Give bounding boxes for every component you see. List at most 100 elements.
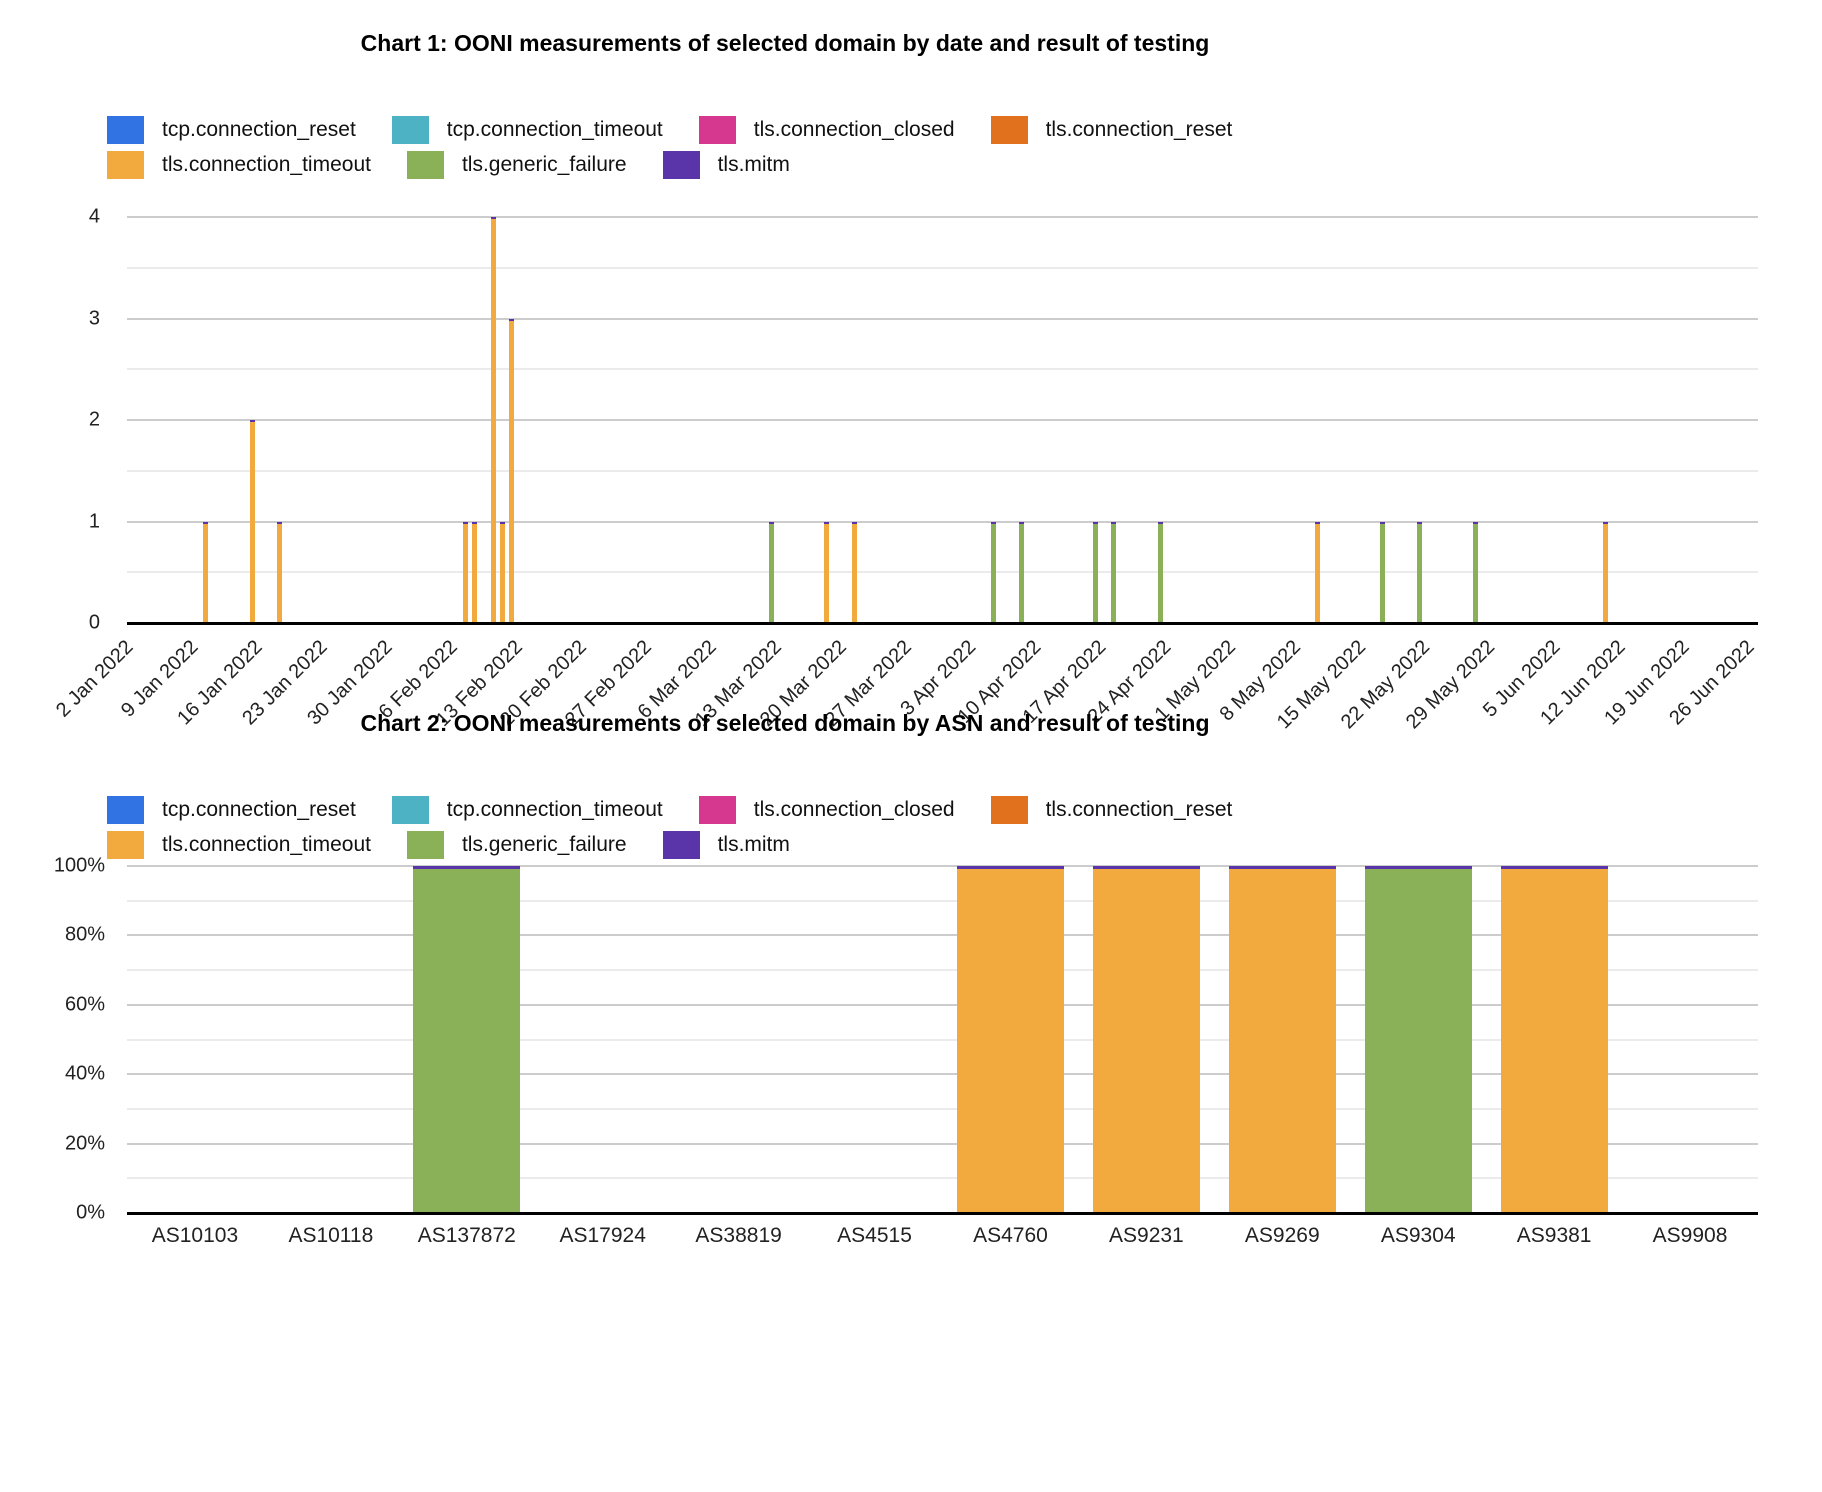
chart1-x-tick-label: 23 Jan 2022 — [238, 636, 332, 730]
chart1-x-tick-label: 29 May 2022 — [1402, 636, 1500, 734]
chart1-gridline-1.5 — [127, 469, 1758, 472]
chart2-legend-row: tls.connection_timeout tls.generic_failur… — [107, 831, 1232, 859]
tls.mitm-swatch-icon — [662, 831, 700, 859]
chart2-bar-AS9381-tls.connection_timeout[interactable] — [1500, 866, 1608, 1213]
tcp.connection_timeout-swatch-icon — [391, 116, 429, 144]
chart1-legend-item-tls.connection_closed: tls.connection_closed — [698, 116, 955, 144]
chart2-bar-AS4760-tls.connection_timeout[interactable] — [956, 866, 1064, 1213]
chart1-gridline-1 — [127, 520, 1758, 523]
chart2-y-tick-label: 80% — [64, 923, 105, 946]
chart1-legend-item-tls.connection_reset: tls.connection_reset — [990, 116, 1233, 144]
chart2-y-tick-label: 40% — [64, 1062, 105, 1085]
chart2-legend-label: tls.connection_reset — [1045, 798, 1233, 821]
chart1-bar-2022-04-08-tls.generic_failure[interactable] — [1018, 521, 1024, 623]
chart1-bar-2022-04-05-tls.generic_failure[interactable] — [990, 521, 996, 623]
tls-mitm-cap — [851, 521, 857, 524]
chart1-bar-2022-04-18-tls.generic_failure[interactable] — [1111, 521, 1117, 623]
tls-mitm-cap — [1602, 521, 1608, 524]
chart1-bar-2022-04-23-tls.generic_failure[interactable] — [1157, 521, 1163, 623]
chart1-legend-label: tls.connection_reset — [1045, 118, 1233, 141]
chart2-bar-AS9304-tls.generic_failure[interactable] — [1364, 866, 1472, 1213]
chart2-legend-label: tcp.connection_reset — [162, 798, 356, 821]
tls-mitm-cap — [499, 521, 505, 524]
chart2-gridline-30 — [127, 1107, 1758, 1110]
chart2-bar-AS137872-tls.generic_failure[interactable] — [413, 866, 521, 1213]
chart1-x-tick-label: 17 Apr 2022 — [1018, 636, 1111, 728]
chart2-x-tick-label-AS9908: AS9908 — [1652, 1224, 1728, 1247]
chart1-x-tick-label: 16 Jan 2022 — [173, 636, 267, 730]
chart1-bar-2022-02-08-tls.connection_timeout[interactable] — [472, 521, 477, 623]
chart1-bar-2022-05-17-tls.generic_failure[interactable] — [1380, 521, 1386, 623]
tls-mitm-cap — [768, 521, 774, 524]
chart1-x-tick-label: 12 Jun 2022 — [1535, 636, 1630, 730]
tls-mitm-cap — [956, 866, 1064, 869]
chart2-x-tick-label-AS9269: AS9269 — [1244, 1224, 1320, 1247]
tls-mitm-cap — [1472, 521, 1478, 524]
chart2-gridline-90 — [127, 899, 1758, 902]
chart1-bar-2022-01-10-tls.connection_timeout[interactable] — [203, 521, 209, 623]
chart1-x-tick-label: 26 Jun 2022 — [1665, 636, 1759, 730]
chart2-x-tick-label-AS4515: AS4515 — [837, 1224, 912, 1247]
chart1-legend-item-tls.generic_failure: tls.generic_failure — [406, 151, 627, 179]
tls-mitm-cap — [1500, 866, 1608, 869]
chart1-bar-2022-03-18-tls.connection_timeout[interactable] — [824, 521, 830, 623]
tls-mitm-cap — [509, 318, 515, 321]
tls-mitm-cap — [1364, 866, 1472, 869]
chart1-legend-label: tls.mitm — [717, 153, 790, 176]
tcp.connection_reset-swatch-icon — [107, 116, 144, 144]
chart2-gridline-80 — [127, 934, 1758, 937]
chart1-x-tick-label: 3 Apr 2022 — [896, 636, 981, 720]
chart1-x-tick-label: 13 Feb 2022 — [431, 636, 527, 731]
chart2-x-axis-line — [127, 1212, 1758, 1215]
chart1-legend-item-tcp.connection_reset: tcp.connection_reset — [107, 116, 356, 144]
chart1-bar-2022-05-10-tls.connection_timeout[interactable] — [1315, 521, 1321, 623]
chart1-bar-2022-02-07-tls.connection_timeout[interactable] — [462, 521, 468, 623]
chart2-gridline-10 — [127, 1177, 1758, 1180]
chart2-legend-label: tls.mitm — [717, 833, 790, 856]
chart2-bar-AS9269-tls.connection_timeout[interactable] — [1228, 866, 1336, 1213]
chart1-bar-2022-02-12-tls.connection_timeout[interactable] — [509, 318, 515, 623]
chart1-x-tick-label: 27 Feb 2022 — [561, 636, 657, 731]
tcp.connection_timeout-swatch-icon — [391, 796, 429, 824]
tls.connection_closed-swatch-icon — [698, 116, 736, 144]
chart1-title: Chart 1: OONI measurements of selected d… — [360, 30, 1210, 56]
chart1-legend-label: tls.connection_closed — [753, 118, 955, 141]
chart1-bar-2022-02-11-tls.connection_timeout[interactable] — [499, 521, 505, 623]
chart1-x-tick-label: 9 Jan 2022 — [116, 636, 203, 722]
chart1-bar-2022-01-15-tls.connection_timeout[interactable] — [249, 420, 255, 623]
chart1-bar-2022-05-27-tls.generic_failure[interactable] — [1472, 521, 1478, 623]
chart1-x-axis-line — [127, 622, 1758, 625]
tls.connection_reset-swatch-icon — [990, 796, 1028, 824]
chart1-x-tick-label: 20 Feb 2022 — [496, 636, 592, 731]
chart2-legend-row: tcp.connection_reset tcp.connection_timeo… — [107, 796, 1232, 824]
chart1-bar-2022-02-10-tls.connection_timeout[interactable] — [490, 217, 496, 623]
chart1-bar-2022-05-21-tls.generic_failure[interactable] — [1417, 521, 1423, 623]
chart2-gridline-70 — [127, 969, 1758, 972]
chart1-legend-row: tcp.connection_reset tcp.connection_timeo… — [107, 116, 1232, 144]
chart1-x-tick-label: 24 Apr 2022 — [1083, 636, 1176, 728]
chart1-y-tick-label: 3 — [88, 307, 100, 329]
chart1-bar-2022-06-10-tls.connection_timeout[interactable] — [1602, 521, 1608, 623]
chart2-legend: tcp.connection_reset tcp.connection_timeo… — [107, 796, 1232, 859]
chart2-legend-item-tls.connection_closed: tls.connection_closed — [698, 796, 955, 824]
chart2-title: Chart 2: OONI measurements of selected d… — [360, 710, 1210, 736]
chart2-legend-label: tls.generic_failure — [461, 833, 627, 856]
tls-mitm-cap — [1315, 521, 1321, 524]
chart2-legend-item-tcp.connection_timeout: tcp.connection_timeout — [391, 796, 663, 824]
chart1-bar-2022-03-12-tls.generic_failure[interactable] — [768, 521, 774, 623]
chart1-bar-2022-04-16-tls.generic_failure[interactable] — [1092, 521, 1098, 623]
chart1-bar-2022-01-18-tls.connection_timeout[interactable] — [277, 521, 283, 623]
tls-mitm-cap — [1018, 521, 1024, 524]
chart1-gridline-0.5 — [127, 571, 1758, 574]
tls-mitm-cap — [249, 420, 255, 422]
chart2-bar-AS9231-tls.connection_timeout[interactable] — [1092, 866, 1200, 1213]
chart1-bar-2022-03-21-tls.connection_timeout[interactable] — [851, 521, 857, 623]
chart1-x-tick-label: 8 May 2022 — [1215, 636, 1305, 726]
tls-mitm-cap — [1092, 521, 1098, 524]
chart2-legend-label: tls.connection_timeout — [162, 833, 371, 856]
chart2-x-tick-label-AS10103: AS10103 — [151, 1224, 239, 1247]
chart1-gridline-4 — [127, 216, 1758, 218]
chart2-y-tick-label: 20% — [64, 1132, 105, 1155]
